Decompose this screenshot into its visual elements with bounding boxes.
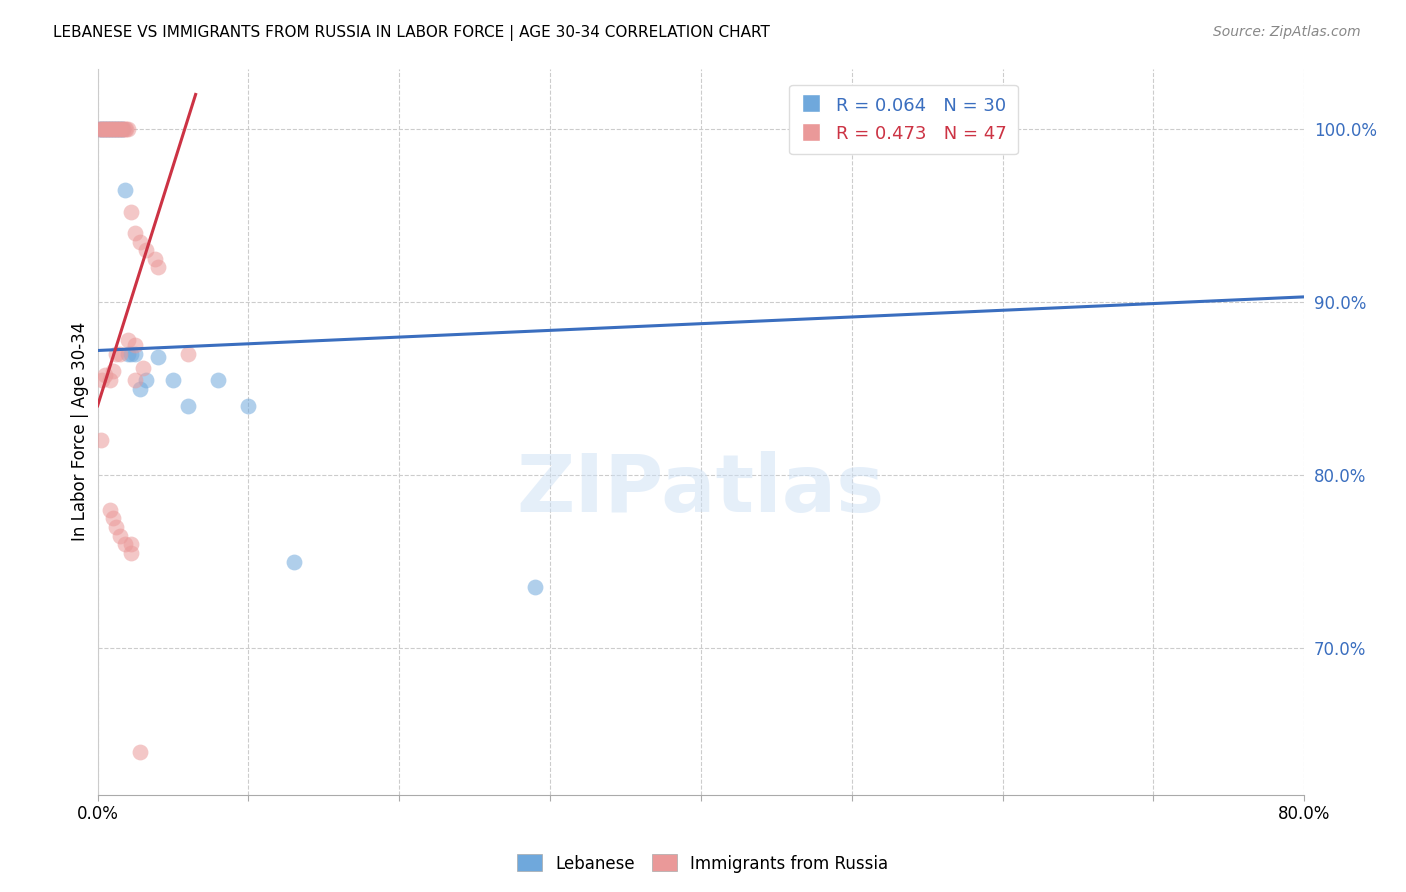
Point [98, 502, 121, 516]
Point [112, 122, 135, 136]
Point [98, 373, 121, 387]
Point [96, 122, 118, 136]
Point [117, 347, 139, 361]
Point [283, 555, 305, 569]
Point [97, 122, 120, 136]
Y-axis label: In Labor Force | Age 30-34: In Labor Force | Age 30-34 [72, 322, 89, 541]
Point [177, 399, 200, 413]
Point [103, 122, 125, 136]
Point [104, 520, 127, 534]
Point [91, 122, 114, 136]
Point [101, 511, 124, 525]
Point [162, 373, 184, 387]
Point [112, 122, 135, 136]
Point [108, 347, 131, 361]
Point [108, 528, 131, 542]
Point [105, 122, 128, 136]
Point [128, 235, 150, 249]
Point [87, 122, 110, 136]
Point [111, 122, 134, 136]
Point [101, 122, 124, 136]
Point [143, 252, 166, 266]
Point [104, 122, 127, 136]
Point [523, 581, 546, 595]
Point [132, 360, 155, 375]
Point [93, 122, 115, 136]
Point [120, 546, 142, 560]
Point [101, 364, 124, 378]
Point [135, 243, 157, 257]
Point [107, 122, 129, 136]
Point [87, 122, 110, 136]
Point [90, 434, 112, 448]
Point [124, 338, 146, 352]
Point [120, 537, 142, 551]
Point [100, 122, 122, 136]
Point [120, 205, 142, 219]
Point [117, 122, 139, 136]
Point [90, 122, 112, 136]
Point [94, 368, 117, 382]
Point [124, 373, 146, 387]
Point [128, 745, 150, 759]
Point [115, 122, 138, 136]
Point [124, 226, 146, 240]
Point [114, 122, 136, 136]
Point [124, 347, 146, 361]
Point [103, 122, 125, 136]
Point [146, 260, 169, 275]
Legend: Lebanese, Immigrants from Russia: Lebanese, Immigrants from Russia [510, 847, 896, 880]
Point [93, 122, 115, 136]
Text: Source: ZipAtlas.com: Source: ZipAtlas.com [1213, 25, 1361, 39]
Point [90, 122, 112, 136]
Point [114, 537, 136, 551]
Legend: R = 0.064   N = 30, R = 0.473   N = 47: R = 0.064 N = 30, R = 0.473 N = 47 [789, 85, 1018, 154]
Text: LEBANESE VS IMMIGRANTS FROM RUSSIA IN LABOR FORCE | AGE 30-34 CORRELATION CHART: LEBANESE VS IMMIGRANTS FROM RUSSIA IN LA… [53, 25, 770, 41]
Point [94, 122, 117, 136]
Point [108, 122, 131, 136]
Point [91, 373, 114, 387]
Point [96, 122, 118, 136]
Point [107, 122, 129, 136]
Point [104, 122, 127, 136]
Point [207, 373, 229, 387]
Point [146, 351, 169, 365]
Point [128, 382, 150, 396]
Point [120, 347, 142, 361]
Point [108, 122, 131, 136]
Point [114, 183, 136, 197]
Point [177, 347, 200, 361]
Point [100, 122, 122, 136]
Point [98, 122, 121, 136]
Point [238, 399, 260, 413]
Point [105, 122, 128, 136]
Point [97, 122, 120, 136]
Point [101, 122, 124, 136]
Point [104, 347, 127, 361]
Point [94, 122, 117, 136]
Point [98, 122, 121, 136]
Point [111, 122, 134, 136]
Text: ZIPatlas: ZIPatlas [517, 451, 884, 529]
Point [91, 122, 114, 136]
Point [117, 333, 139, 347]
Point [135, 373, 157, 387]
